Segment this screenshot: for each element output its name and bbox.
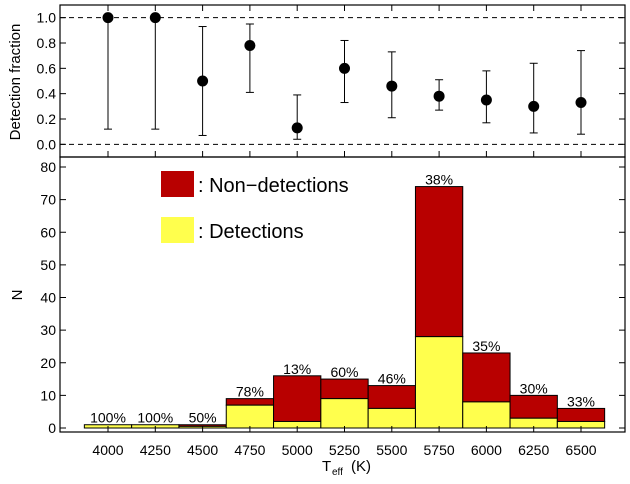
legend-swatch-non-detections [161,171,194,197]
bar-detections [367,407,416,429]
legend-label-non-detections: : Non−detections [198,175,349,197]
bottom-x-tick-label: 6000 [471,442,502,458]
bottom-y-tick-label: 30 [40,322,56,338]
bottom-x-ticks: 4000 4250 4500 4750 5000 5250 5500 5750 6000 6250… [92,426,597,458]
bottom-y-tick-label: 50 [40,257,56,273]
bar-detections [320,398,369,429]
top-x-ticks [107,5,582,157]
bar-detections [225,404,275,429]
bars [83,186,606,429]
data-point [102,12,114,24]
bottom-x-tick-label: 4750 [234,442,265,458]
bar-non-detections [509,394,558,419]
percent-label: 33% [567,393,595,409]
percent-label: 30% [520,380,548,396]
percent-label: 100% [90,410,126,426]
bar-non-detections [320,378,369,400]
data-point [528,100,540,112]
bottom-y-tick-label: 70 [40,192,56,208]
bottom-x-tick-label: 4250 [140,442,171,458]
bottom-x-tick-label: 5250 [329,442,360,458]
bottom-y-tick-label: 20 [40,355,56,371]
legend-swatch-detections [161,217,194,243]
legend-label-detections: : Detections [198,221,304,243]
percent-label: 100% [137,410,173,426]
bottom-x-tick-label: 5500 [376,442,407,458]
top-y-tick-label: 0.4 [37,86,57,102]
data-point [433,90,445,102]
data-point [339,62,350,74]
percent-label: 78% [236,384,264,400]
top-y-tick-label: 0.2 [37,111,57,127]
bottom-x-tick-label: 4500 [187,442,218,458]
top-y-tick-label: 0.6 [37,60,57,76]
bar-non-detections [273,375,322,422]
percent-label: 50% [189,410,217,426]
bottom-y-tick-label: 40 [40,290,56,306]
top-panel-frame [59,4,626,158]
bottom-y-tick-label: 60 [40,224,56,240]
percent-labels: 100% 100% 50% 78% 13% 60% 46% 38% 35% 30% 33% [90,172,595,426]
bottom-y-tick-label: 80 [40,159,56,175]
percent-label: 38% [425,172,453,188]
data-point [291,122,303,134]
detection-fraction-panel: 0.0 0.2 0.4 0.6 0.8 1.0 Detection fraction [7,4,626,158]
bottom-x-tick-label: 6250 [518,442,549,458]
top-y-tick-label: 0.0 [37,136,57,152]
bar-detections [414,336,464,429]
bottom-panel-frame [59,156,626,433]
x-axis-label-main: T [322,458,331,475]
top-y-tick-label: 0.8 [37,35,57,51]
x-axis-label-unit: (K) [351,458,371,475]
bar-non-detections [367,385,416,409]
data-point [244,40,256,52]
top-points [102,12,587,140]
top-y-axis-label: Detection fraction [7,24,24,141]
data-point [149,12,161,24]
bottom-y-ticks: 0 10 20 30 40 50 60 70 80 [40,159,625,436]
bottom-x-tick-label: 5750 [424,442,455,458]
bottom-x-tick-label: 5000 [282,442,313,458]
percent-label: 35% [472,338,500,354]
top-y-tick-label: 1.0 [37,10,57,26]
top-y-ticks: 0.0 0.2 0.4 0.6 0.8 1.0 [37,10,625,152]
bar-non-detections [462,352,511,403]
bar-non-detections [414,186,464,338]
top-reference-lines [60,17,625,145]
data-point [575,97,587,109]
bottom-y-tick-label: 10 [40,387,56,403]
percent-label: 46% [378,371,406,387]
x-axis-label: T eff (K) [322,458,371,478]
bottom-x-tick-label: 6500 [565,442,596,458]
x-axis-label-sub: eff [332,467,343,478]
bar-detections [462,401,511,429]
data-point [197,75,209,87]
bar-non-detections [556,407,606,422]
histogram-panel: 100% 100% 50% 78% 13% 60% 46% 38% 35% 30% 33% 0 10 2… [9,156,626,478]
percent-label: 13% [283,361,311,377]
bottom-y-axis-label: N [9,290,26,301]
legend: : Non−detections : Detections [161,171,349,243]
bottom-y-tick-label: 0 [48,420,56,436]
bottom-x-tick-label: 4000 [92,442,123,458]
percent-label: 60% [330,364,358,380]
data-point [386,80,398,92]
data-point [480,94,492,106]
